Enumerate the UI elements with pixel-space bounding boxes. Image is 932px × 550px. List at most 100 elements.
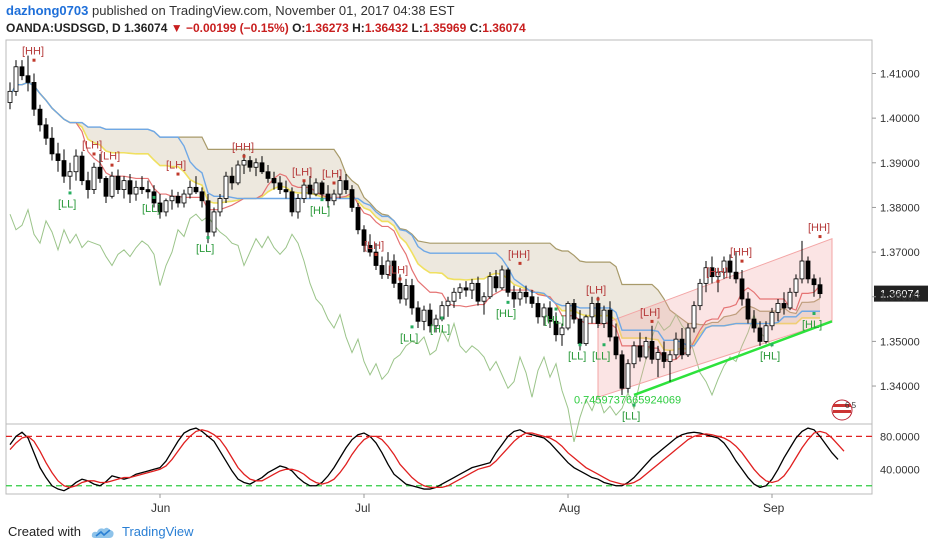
candle-body[interactable] — [607, 309, 613, 338]
candle-body[interactable] — [301, 184, 307, 199]
candle-body[interactable] — [241, 160, 247, 166]
candle-body[interactable] — [793, 278, 799, 293]
candle-body[interactable] — [571, 303, 577, 320]
candle-body[interactable] — [511, 291, 517, 300]
candle-body[interactable] — [277, 182, 283, 190]
candle-body[interactable] — [247, 160, 253, 168]
candle-body[interactable] — [595, 303, 601, 324]
candle-body[interactable] — [7, 90, 13, 103]
candle-body[interactable] — [49, 137, 55, 155]
candle-body[interactable] — [355, 207, 361, 231]
candle-body[interactable] — [505, 269, 511, 293]
candle-body[interactable] — [589, 303, 595, 318]
candle-body[interactable] — [493, 276, 499, 289]
candle-body[interactable] — [553, 320, 559, 336]
candle-body[interactable] — [679, 338, 685, 356]
candle-body[interactable] — [787, 291, 793, 309]
candle-body[interactable] — [79, 155, 85, 182]
candle-body[interactable] — [349, 189, 355, 208]
candle-body[interactable] — [619, 354, 625, 389]
candle-body[interactable] — [331, 193, 337, 202]
candle-body[interactable] — [577, 318, 583, 345]
candle-body[interactable] — [685, 327, 691, 356]
candle-body[interactable] — [133, 186, 139, 195]
candle-body[interactable] — [457, 287, 463, 293]
candle-body[interactable] — [265, 171, 271, 179]
candle-body[interactable] — [211, 211, 217, 233]
candle-body[interactable] — [91, 166, 97, 190]
candle-body[interactable] — [61, 160, 67, 177]
candle-body[interactable] — [667, 354, 673, 362]
candle-body[interactable] — [295, 198, 301, 213]
candle-body[interactable] — [805, 260, 811, 280]
candle-body[interactable] — [565, 303, 571, 329]
candle-body[interactable] — [637, 345, 643, 358]
candle-body[interactable] — [31, 82, 37, 110]
candle-body[interactable] — [97, 166, 103, 179]
candle-body[interactable] — [313, 182, 319, 195]
candle-body[interactable] — [727, 260, 733, 273]
candle-body[interactable] — [751, 318, 757, 329]
candle-body[interactable] — [67, 171, 73, 177]
candle-body[interactable] — [109, 175, 115, 197]
candle-body[interactable] — [445, 300, 451, 307]
candle-body[interactable] — [643, 340, 649, 358]
candle-body[interactable] — [175, 195, 181, 204]
candle-body[interactable] — [25, 75, 31, 83]
candle-body[interactable] — [703, 267, 709, 284]
candle-body[interactable] — [397, 282, 403, 300]
candle-body[interactable] — [763, 325, 769, 342]
candle-body[interactable] — [655, 352, 661, 360]
candle-body[interactable] — [421, 309, 427, 322]
candle-body[interactable] — [163, 200, 169, 213]
candle-body[interactable] — [463, 287, 469, 291]
candle-body[interactable] — [139, 186, 145, 190]
candle-body[interactable] — [157, 202, 163, 213]
candle-body[interactable] — [583, 316, 589, 345]
candle-body[interactable] — [337, 180, 343, 195]
candle-body[interactable] — [721, 260, 727, 273]
candle-body[interactable] — [343, 180, 349, 190]
candle-body[interactable] — [169, 195, 175, 202]
candle-body[interactable] — [487, 276, 493, 298]
candle-body[interactable] — [451, 291, 457, 302]
candle-body[interactable] — [367, 244, 373, 253]
tradingview-brand[interactable]: TradingView — [122, 524, 194, 539]
candle-body[interactable] — [601, 309, 607, 324]
candle-body[interactable] — [781, 303, 787, 309]
candle-body[interactable] — [631, 345, 637, 365]
candle-body[interactable] — [757, 327, 763, 342]
candle-body[interactable] — [19, 66, 25, 77]
candle-body[interactable] — [625, 363, 631, 389]
candle-body[interactable] — [145, 189, 151, 193]
candle-body[interactable] — [709, 267, 715, 278]
candle-body[interactable] — [475, 282, 481, 302]
candle-body[interactable] — [661, 352, 667, 362]
candle-body[interactable] — [235, 164, 241, 184]
candle-body[interactable] — [529, 296, 535, 304]
candle-body[interactable] — [229, 175, 235, 184]
candle-body[interactable] — [691, 305, 697, 329]
candle-body[interactable] — [775, 303, 781, 313]
candle-body[interactable] — [199, 191, 205, 202]
candle-body[interactable] — [37, 108, 43, 126]
candle-body[interactable] — [523, 291, 529, 298]
candle-body[interactable] — [187, 186, 193, 195]
candle-body[interactable] — [55, 153, 61, 161]
candle-body[interactable] — [73, 155, 79, 173]
candle-body[interactable] — [121, 180, 127, 190]
candle-body[interactable] — [697, 282, 703, 307]
candle-body[interactable] — [613, 336, 619, 356]
candle-body[interactable] — [115, 175, 121, 190]
candle-body[interactable] — [307, 184, 313, 195]
candle-body[interactable] — [13, 66, 19, 92]
candle-body[interactable] — [517, 291, 523, 300]
candle-body[interactable] — [379, 265, 385, 275]
candle-body[interactable] — [319, 182, 325, 195]
candle-body[interactable] — [649, 340, 655, 360]
candle-body[interactable] — [799, 260, 805, 280]
candle-body[interactable] — [769, 311, 775, 327]
candle-body[interactable] — [193, 186, 199, 193]
candle-body[interactable] — [85, 180, 91, 190]
